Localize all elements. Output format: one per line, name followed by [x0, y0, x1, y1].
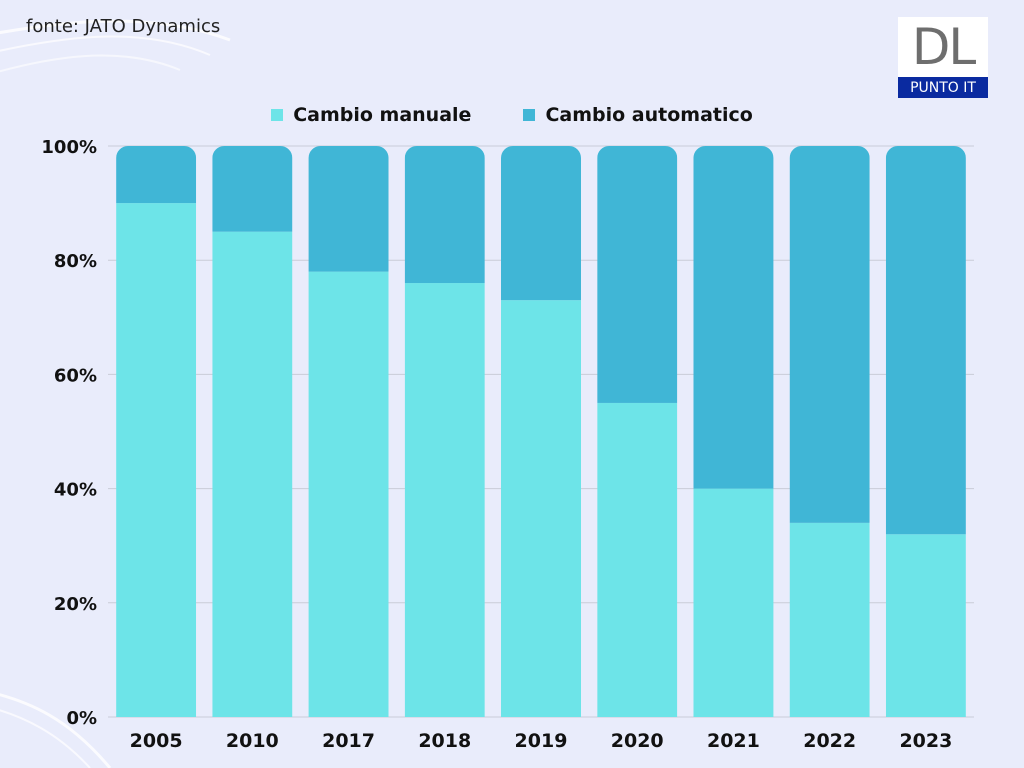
- bar-automatic: [885, 146, 966, 535]
- legend-swatch-automatic: [523, 109, 536, 121]
- legend-label-automatic: Cambio automatico: [545, 104, 753, 126]
- dl-logo: DL PUNTO IT: [898, 17, 988, 98]
- bar-manual: [693, 488, 774, 717]
- x-tick-label: 2023: [899, 730, 952, 752]
- chart-legend: Cambio manuale Cambio automatico: [0, 104, 1024, 126]
- y-tick-label: 80%: [54, 251, 97, 272]
- bar-automatic: [501, 146, 581, 301]
- x-tick-label: 2021: [707, 730, 760, 752]
- bar-manual: [308, 271, 389, 717]
- x-tick-label: 2019: [515, 730, 568, 752]
- bar-automatic: [212, 146, 293, 232]
- source-note: fonte: JATO Dynamics: [26, 16, 221, 37]
- x-tick-label: 2005: [130, 730, 183, 752]
- x-tick-label: 2017: [322, 730, 375, 752]
- bar-automatic: [693, 146, 774, 489]
- legend-item-manual: Cambio manuale: [271, 104, 471, 126]
- y-tick-label: 100%: [41, 137, 97, 158]
- bar-manual: [404, 283, 485, 717]
- x-tick-label: 2010: [226, 730, 279, 752]
- bar-manual: [789, 522, 870, 717]
- y-tick-label: 60%: [54, 365, 97, 386]
- x-tick-label: 2018: [418, 730, 471, 752]
- bar-manual: [501, 300, 581, 717]
- y-tick-label: 0%: [66, 708, 97, 729]
- bar-manual: [116, 203, 197, 718]
- bar-manual: [597, 402, 678, 717]
- y-tick-label: 40%: [54, 480, 97, 501]
- legend-label-manual: Cambio manuale: [293, 104, 472, 126]
- logo-tagline: PUNTO IT: [898, 77, 988, 98]
- legend-item-automatic: Cambio automatico: [523, 104, 753, 126]
- bar-automatic: [789, 146, 870, 523]
- y-tick-label: 20%: [54, 594, 97, 615]
- bar-automatic: [597, 146, 678, 403]
- bar-automatic: [116, 146, 197, 204]
- logo-letters: DL: [911, 18, 976, 76]
- bar-automatic: [404, 146, 485, 284]
- x-tick-label: 2020: [611, 730, 664, 752]
- legend-swatch-manual: [271, 109, 284, 121]
- bar-manual: [885, 534, 966, 717]
- x-tick-label: 2022: [803, 730, 856, 752]
- bar-manual: [212, 231, 293, 717]
- bar-automatic: [308, 146, 389, 272]
